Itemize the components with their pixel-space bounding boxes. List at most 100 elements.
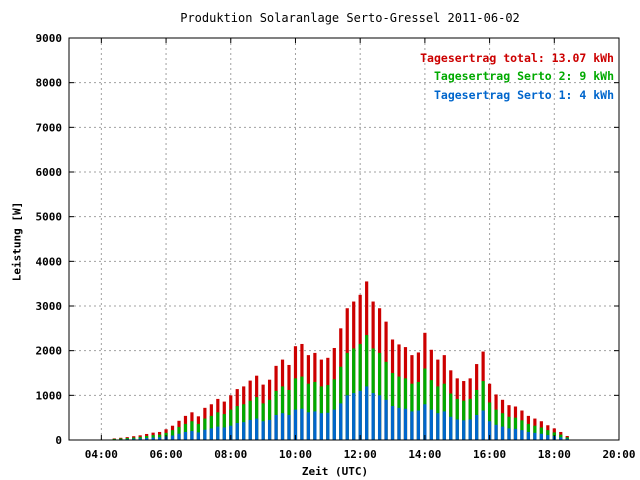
x-tick-label: 20:00: [602, 448, 635, 461]
bar-series-0: [565, 438, 569, 440]
y-tick-label: 8000: [36, 77, 63, 90]
y-tick-label: 9000: [36, 32, 63, 45]
bar-series-0: [533, 432, 537, 440]
chart-title: Produktion Solaranlage Serto-Gressel 201…: [180, 11, 520, 25]
bar-series-0: [229, 425, 233, 440]
legend-entry-serto-2: Tagesertrag Serto 2: 9 kWh: [433, 69, 614, 83]
bar-series-0: [209, 428, 213, 440]
bar-series-0: [319, 413, 323, 440]
bar-series-0: [132, 438, 136, 440]
bar-series-1: [306, 383, 311, 440]
bar-series-0: [546, 435, 550, 440]
bar-series-0: [468, 419, 472, 440]
x-axis-label: Zeit (UTC): [301, 465, 369, 478]
y-tick-label: 7000: [36, 121, 63, 134]
bar-series-0: [235, 423, 239, 440]
bar-series-0: [526, 431, 531, 440]
bar-series-0: [487, 421, 492, 440]
x-tick-label: 16:00: [473, 448, 506, 461]
bar-series-1: [449, 393, 453, 440]
bar-series-1: [300, 376, 304, 440]
bar-series-0: [196, 432, 201, 440]
bar-series-0: [248, 419, 252, 440]
bar-series-0: [138, 438, 142, 440]
y-tick-label: 6000: [36, 166, 63, 179]
bar-series-0: [287, 414, 291, 440]
y-tick-label: 3000: [36, 300, 63, 313]
bar-series-0: [170, 435, 175, 440]
bar-series-1: [177, 427, 181, 440]
bar-series-1: [196, 423, 201, 440]
bar-series-1: [125, 437, 129, 440]
bar-series-0: [151, 437, 155, 440]
x-tick-label: 04:00: [85, 448, 118, 461]
bar-series-1: [229, 409, 233, 440]
bar-series-0: [449, 416, 453, 440]
x-tick-label: 10:00: [279, 448, 312, 461]
bar-series-0: [267, 419, 272, 440]
x-tick-label: 18:00: [538, 448, 571, 461]
bar-series-1: [313, 381, 317, 440]
bar-series-0: [145, 437, 149, 440]
bar-series-0: [371, 393, 375, 440]
bar-series-0: [397, 407, 401, 440]
bar-series-0: [280, 413, 285, 440]
bar-series-0: [326, 412, 330, 440]
bar-series-0: [177, 433, 181, 440]
bar-series-0: [377, 395, 382, 440]
bar-series-0: [365, 386, 369, 440]
bar-series-0: [203, 429, 207, 440]
bar-series-0: [403, 408, 408, 440]
y-tick-label: 5000: [36, 211, 63, 224]
bar-series-1: [203, 418, 207, 440]
x-tick-label: 06:00: [149, 448, 182, 461]
y-tick-label: 4000: [36, 255, 63, 268]
bar-series-0: [293, 409, 298, 440]
bar-series-0: [520, 430, 524, 440]
bar-series-0: [481, 410, 485, 440]
bar-series-1: [222, 414, 226, 440]
y-tick-label: 2000: [36, 345, 63, 358]
bar-series-0: [352, 393, 356, 440]
bar-series-1: [216, 412, 220, 440]
bar-series-0: [455, 419, 459, 440]
bar-series-0: [358, 390, 362, 440]
bar-series-0: [255, 418, 259, 440]
bar-series-0: [157, 437, 162, 440]
bar-series-1: [170, 430, 175, 440]
legend-entry-total: Tagesertrag total: 13.07 kWh: [420, 51, 614, 65]
legend-entry-serto-1: Tagesertrag Serto 1: 4 kWh: [433, 88, 614, 102]
y-axis-label: Leistung [W]: [10, 201, 24, 282]
bar-series-0: [423, 404, 427, 440]
bar-series-1: [209, 415, 213, 440]
bar-series-0: [222, 427, 226, 440]
x-tick-label: 12:00: [344, 448, 377, 461]
bar-series-0: [332, 409, 336, 440]
bar-series-0: [345, 395, 349, 440]
bar-series-1: [119, 438, 123, 440]
bar-series-0: [242, 422, 246, 440]
bar-series-0: [339, 403, 343, 440]
y-tick-label: 1000: [36, 389, 63, 402]
bar-series-1: [332, 379, 336, 440]
bar-series-0: [306, 412, 311, 440]
bar-series-0: [442, 411, 446, 440]
bar-series-0: [500, 426, 505, 440]
bar-series-1: [293, 378, 298, 440]
bar-series-0: [462, 420, 466, 440]
bar-series-0: [539, 433, 543, 440]
bar-series-0: [513, 428, 518, 440]
bar-series-1: [190, 421, 194, 440]
plot-frame: [68, 37, 620, 441]
bar-series-1: [326, 385, 330, 440]
bar-series-0: [390, 406, 395, 440]
bar-series-0: [384, 399, 388, 440]
bar-series-0: [313, 411, 317, 440]
bar-series-0: [416, 410, 421, 440]
bar-series-0: [507, 428, 511, 440]
bar-series-0: [216, 426, 220, 440]
bar-series-0: [429, 409, 433, 440]
x-tick-label: 14:00: [408, 448, 441, 461]
